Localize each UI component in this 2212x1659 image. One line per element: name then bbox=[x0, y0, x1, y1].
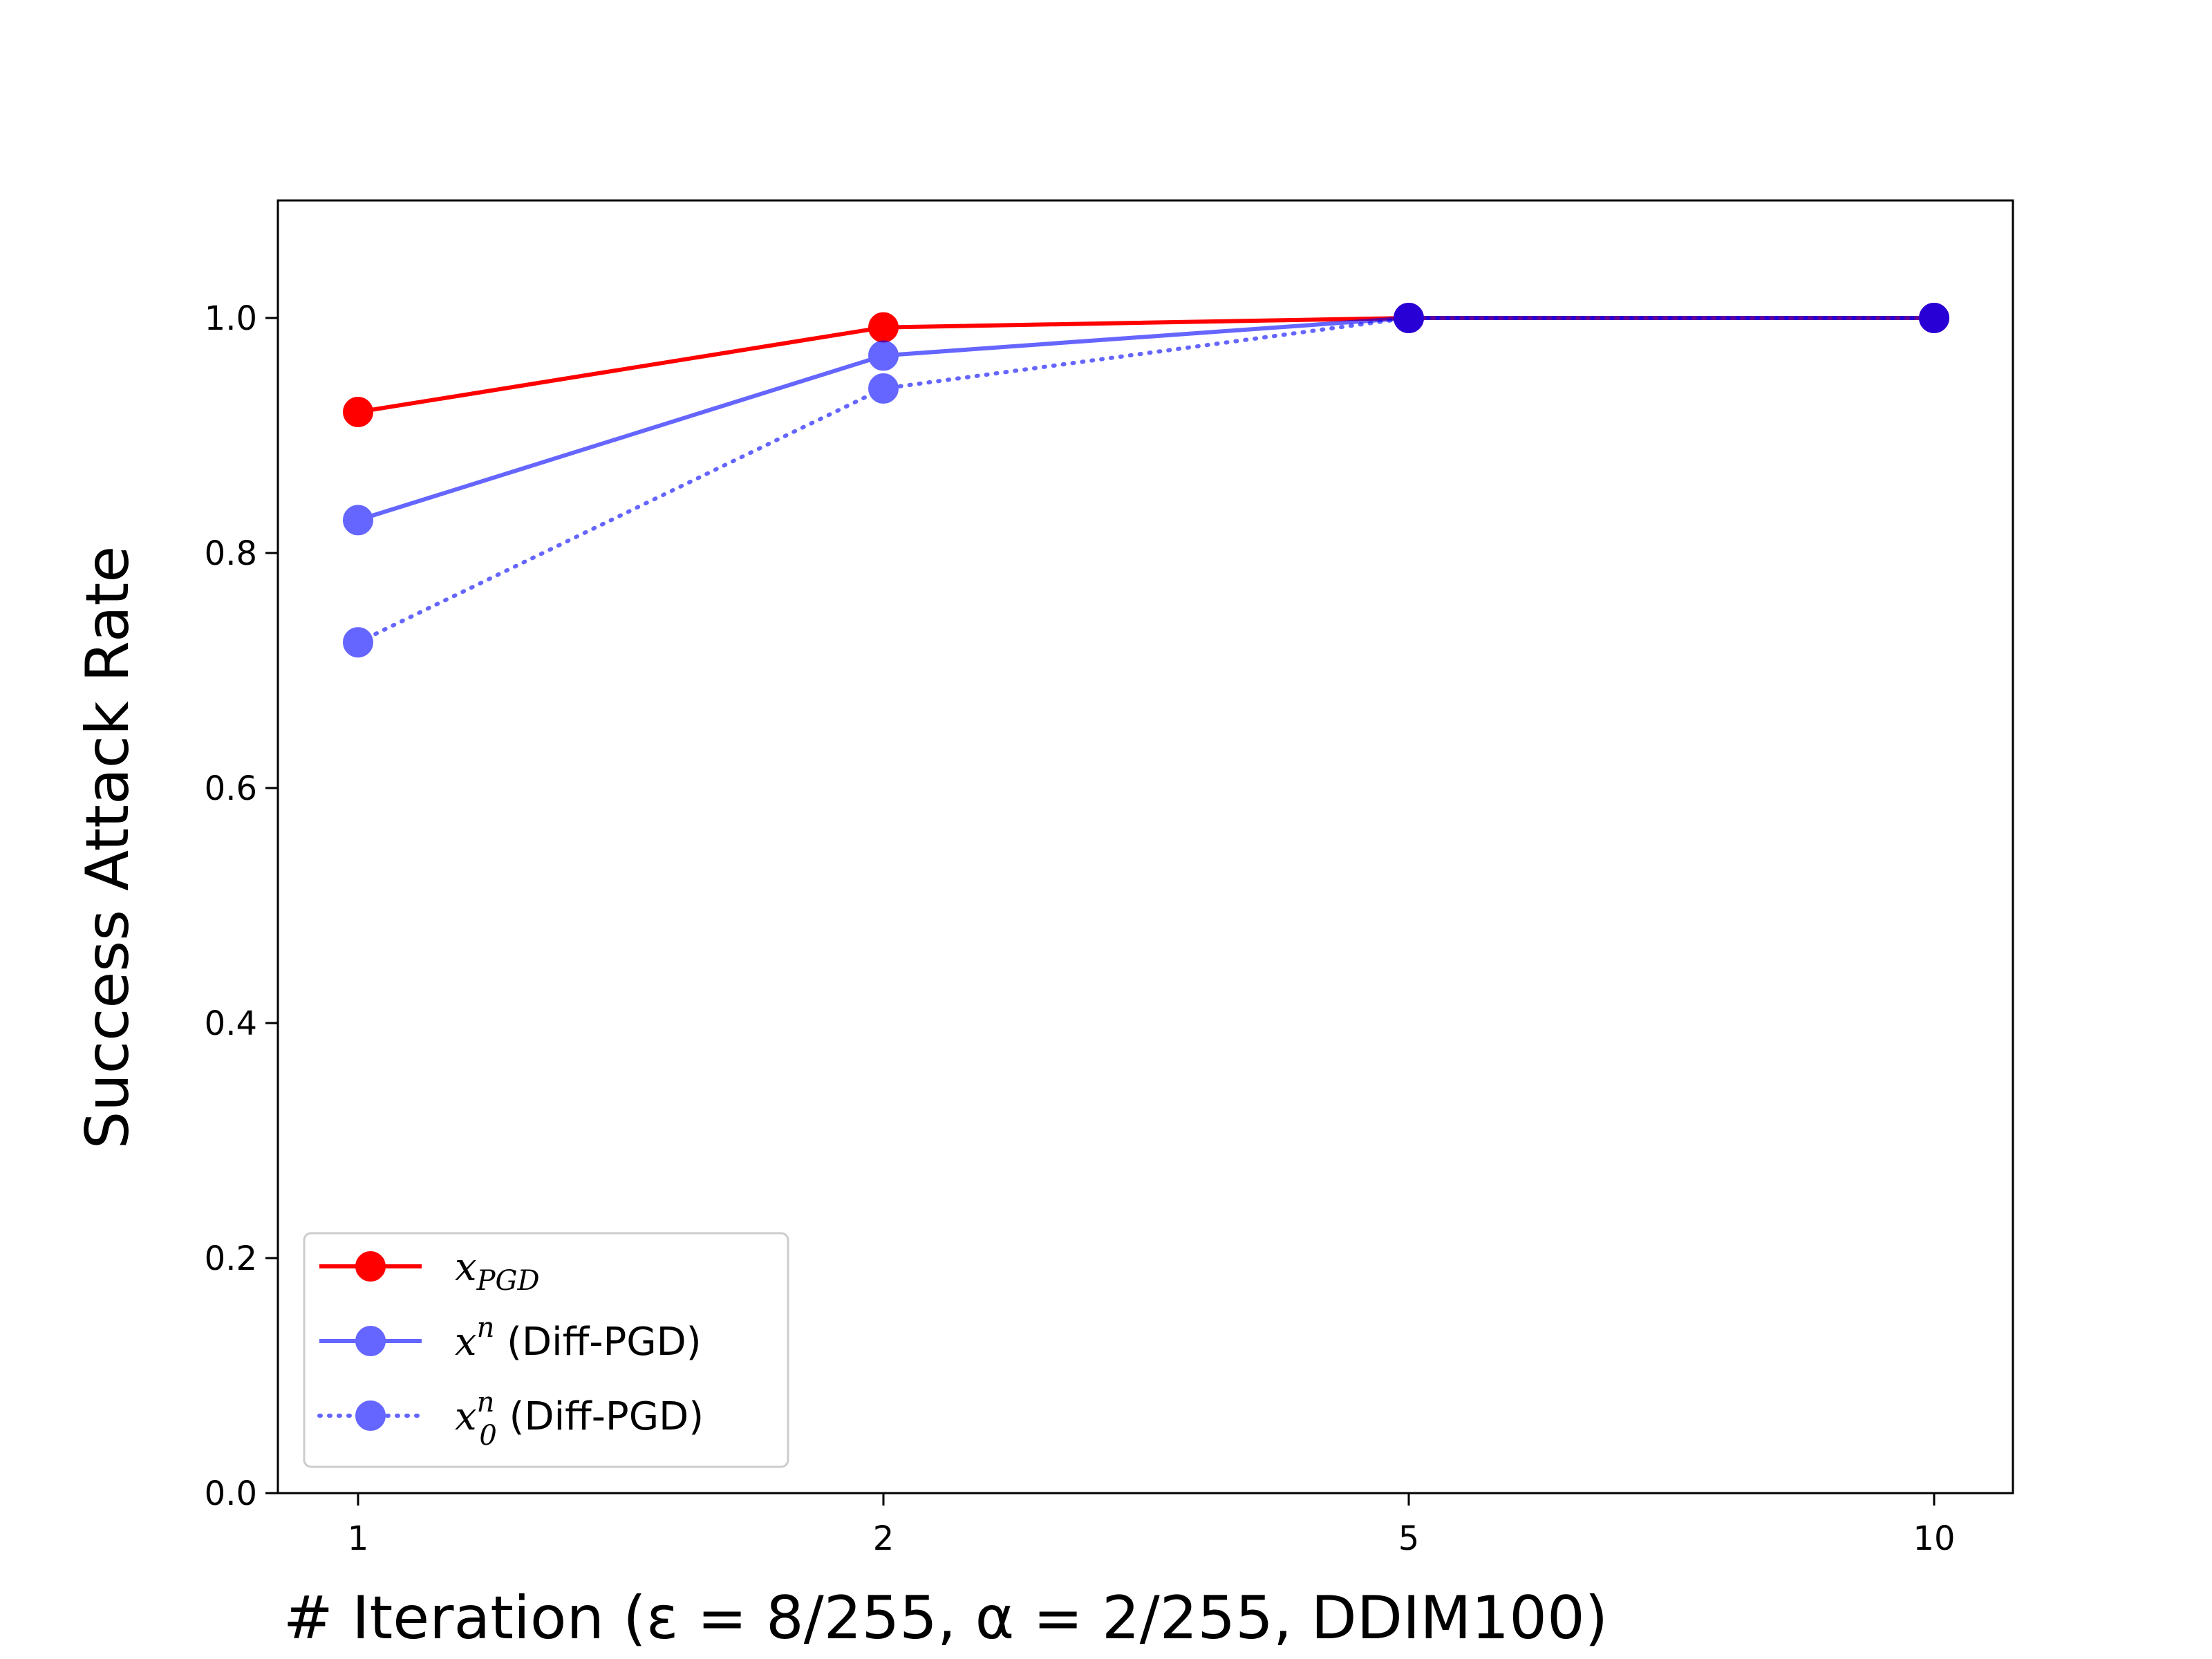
y-tick-label: 0.6 bbox=[205, 769, 257, 808]
y-tick-label: 1.0 bbox=[205, 299, 257, 338]
legend-marker bbox=[355, 1326, 386, 1356]
legend-entry: xPGD bbox=[319, 1245, 540, 1297]
data-point bbox=[1394, 303, 1424, 333]
series-line bbox=[356, 316, 1936, 645]
axes-layer: 0.0 0.2 0.4 0.6 0.8 1.0 1 2 5 10 bbox=[205, 199, 2014, 1558]
y-axis-label: Success Attack Rate bbox=[73, 546, 142, 1150]
legend-box bbox=[303, 1232, 789, 1468]
y-tick-label: 0.4 bbox=[205, 1004, 257, 1043]
data-point bbox=[868, 312, 899, 343]
series-layer bbox=[343, 303, 1949, 658]
legend-marker bbox=[355, 1400, 386, 1431]
legend-handle bbox=[319, 1326, 422, 1356]
x-tick-label: 1 bbox=[348, 1519, 369, 1558]
axes-frame bbox=[276, 199, 2014, 1494]
legend: xPGD xn (Diff-PGD) xn 0 (Diff-PGD) bbox=[303, 1232, 789, 1468]
legend-label: xn 0 (Diff-PGD) bbox=[455, 1387, 704, 1452]
data-point bbox=[343, 627, 373, 658]
x-tick-label: 2 bbox=[873, 1519, 894, 1558]
legend-label: xPGD bbox=[455, 1245, 540, 1297]
data-point bbox=[868, 373, 899, 404]
y-tick-label: 0.0 bbox=[205, 1474, 257, 1513]
data-point bbox=[1919, 303, 1949, 333]
legend-entry: xn 0 (Diff-PGD) bbox=[317, 1387, 704, 1452]
legend-handle bbox=[319, 1251, 422, 1282]
legend-entry: xn (Diff-PGD) bbox=[319, 1312, 702, 1365]
x-tick-label: 5 bbox=[1398, 1519, 1420, 1558]
x-tick-label: 10 bbox=[1913, 1519, 1955, 1558]
legend-handle bbox=[317, 1400, 424, 1431]
data-point bbox=[868, 340, 899, 371]
legend-marker bbox=[355, 1251, 386, 1282]
data-point bbox=[343, 397, 373, 427]
x-axis-label: # Iteration (ε = 8/255, α = 2/255, DDIM1… bbox=[283, 1584, 1608, 1653]
y-tick-label: 0.2 bbox=[205, 1239, 257, 1278]
y-tick-label: 0.8 bbox=[205, 534, 257, 573]
legend-label: xn (Diff-PGD) bbox=[455, 1312, 702, 1365]
data-point bbox=[343, 505, 373, 536]
series-3 bbox=[343, 303, 1949, 658]
